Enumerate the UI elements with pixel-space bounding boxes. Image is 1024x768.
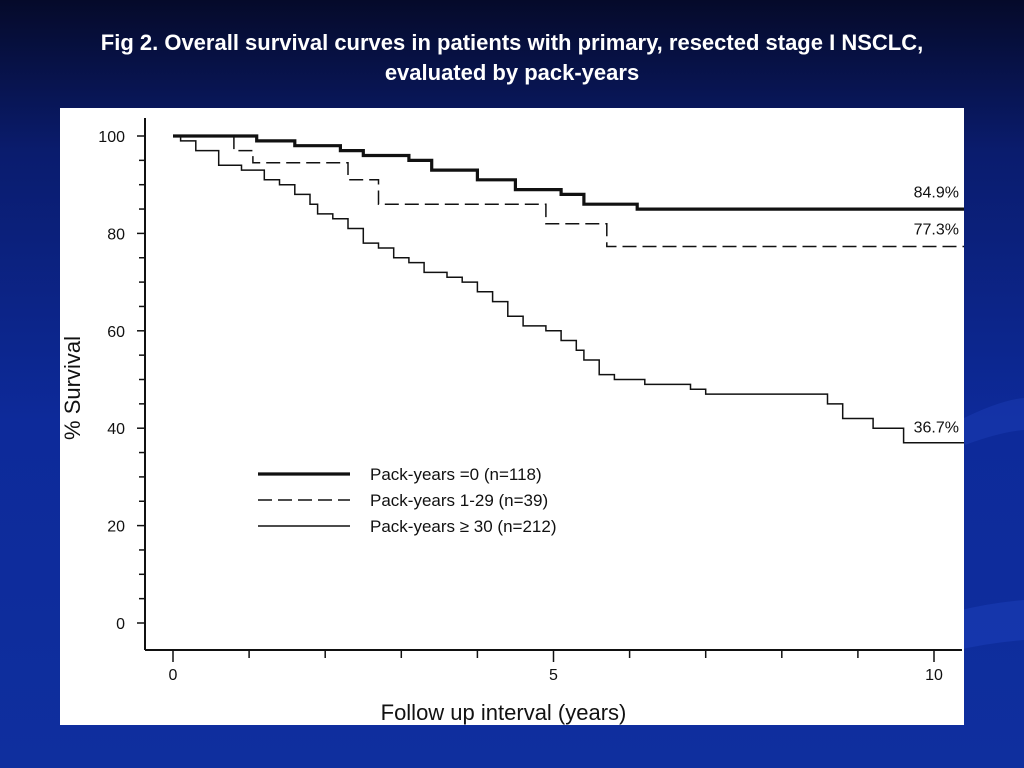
series-end-label-2: 77.3% xyxy=(914,222,959,239)
series-end-label-1: 84.9% xyxy=(914,185,959,202)
y-tick-label: 20 xyxy=(107,519,125,536)
chart-panel: 0 20 40 60 80 100 0 5 10 Follow up interval (year… xyxy=(60,108,964,725)
slide-title-line-1: Fig 2. Overall survival curves in patien… xyxy=(100,30,924,55)
series-line-1 xyxy=(173,134,964,211)
survival-chart: 0 20 40 60 80 100 0 5 10 Follow up interval (year… xyxy=(60,118,964,725)
slide-title-line-2: evaluated by pack-years xyxy=(384,60,640,85)
slide-title: Fig 2. Overall survival curves in patien… xyxy=(0,28,1024,88)
series-line-2 xyxy=(173,135,964,248)
y-axis-title: % Survival xyxy=(60,336,85,440)
x-tick-label: 5 xyxy=(549,667,558,684)
y-tick-label: 100 xyxy=(98,129,125,146)
y-tick-label: 80 xyxy=(107,226,125,243)
legend-label-2: Pack-years 1-29 (n=39) xyxy=(370,491,548,510)
series-line-3 xyxy=(173,135,964,444)
legend-label-1: Pack-years =0 (n=118) xyxy=(370,465,542,484)
x-tick-label: 0 xyxy=(169,667,178,684)
y-tick-label: 0 xyxy=(116,616,125,633)
x-tick-label: 10 xyxy=(925,667,943,684)
y-tick-label: 60 xyxy=(107,324,125,341)
x-axis-title: Follow up interval (years) xyxy=(381,700,627,725)
series-end-label-3: 36.7% xyxy=(914,419,959,436)
y-tick-label: 40 xyxy=(107,421,125,438)
legend-label-3: Pack-years ≥ 30 (n=212) xyxy=(370,517,557,536)
